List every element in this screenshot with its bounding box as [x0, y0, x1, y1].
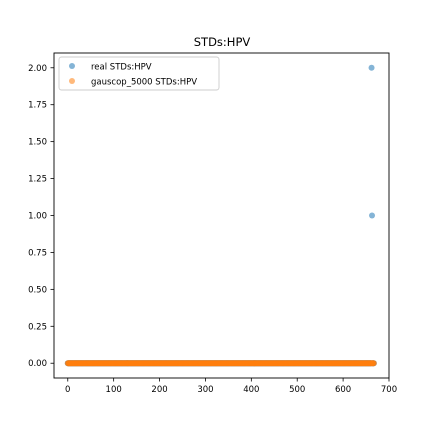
legend-box — [58, 56, 220, 91]
legend: real STDs:HPV gauscop_5000 STDs:HPV — [58, 56, 220, 91]
y-tick-label: 0.75 — [28, 248, 47, 258]
chart-title: STDs:HPV — [194, 35, 251, 49]
x-tick-label: 300 — [197, 385, 213, 395]
point — [369, 212, 376, 219]
x-tick-label: 100 — [106, 385, 122, 395]
x-tick-label: 0 — [65, 385, 70, 395]
point — [370, 360, 377, 367]
y-tick-label: 1.50 — [28, 138, 47, 148]
legend-marker-real — [69, 63, 75, 69]
x-tick-label: 600 — [335, 385, 351, 395]
y-tick-label: 1.25 — [28, 175, 47, 185]
x-axis: 0 100 200 300 400 500 600 700 — [65, 378, 397, 395]
x-tick-label: 500 — [289, 385, 305, 395]
point — [368, 64, 375, 71]
y-tick-label: 1.00 — [28, 212, 47, 222]
series-1 — [64, 360, 377, 367]
y-tick-label: 1.75 — [28, 101, 47, 111]
series-0 — [64, 64, 377, 367]
y-axis: 0.00 0.25 0.50 0.75 1.00 1.25 1.50 1.75 2.00 — [28, 64, 54, 369]
y-tick-label: 0.00 — [28, 359, 47, 369]
axes-frame — [53, 52, 390, 379]
x-tick-label: 400 — [243, 385, 259, 395]
legend-label-real: real STDs:HPV — [91, 63, 152, 73]
legend-label-gauscop: gauscop_5000 STDs:HPV — [91, 78, 197, 88]
y-tick-label: 2.00 — [28, 64, 47, 74]
y-tick-label: 0.25 — [28, 322, 47, 332]
x-tick-label: 700 — [381, 385, 397, 395]
legend-marker-gauscop — [69, 78, 75, 84]
x-tick-label: 200 — [151, 385, 167, 395]
y-tick-label: 0.50 — [28, 285, 47, 295]
plot-area — [64, 64, 377, 367]
